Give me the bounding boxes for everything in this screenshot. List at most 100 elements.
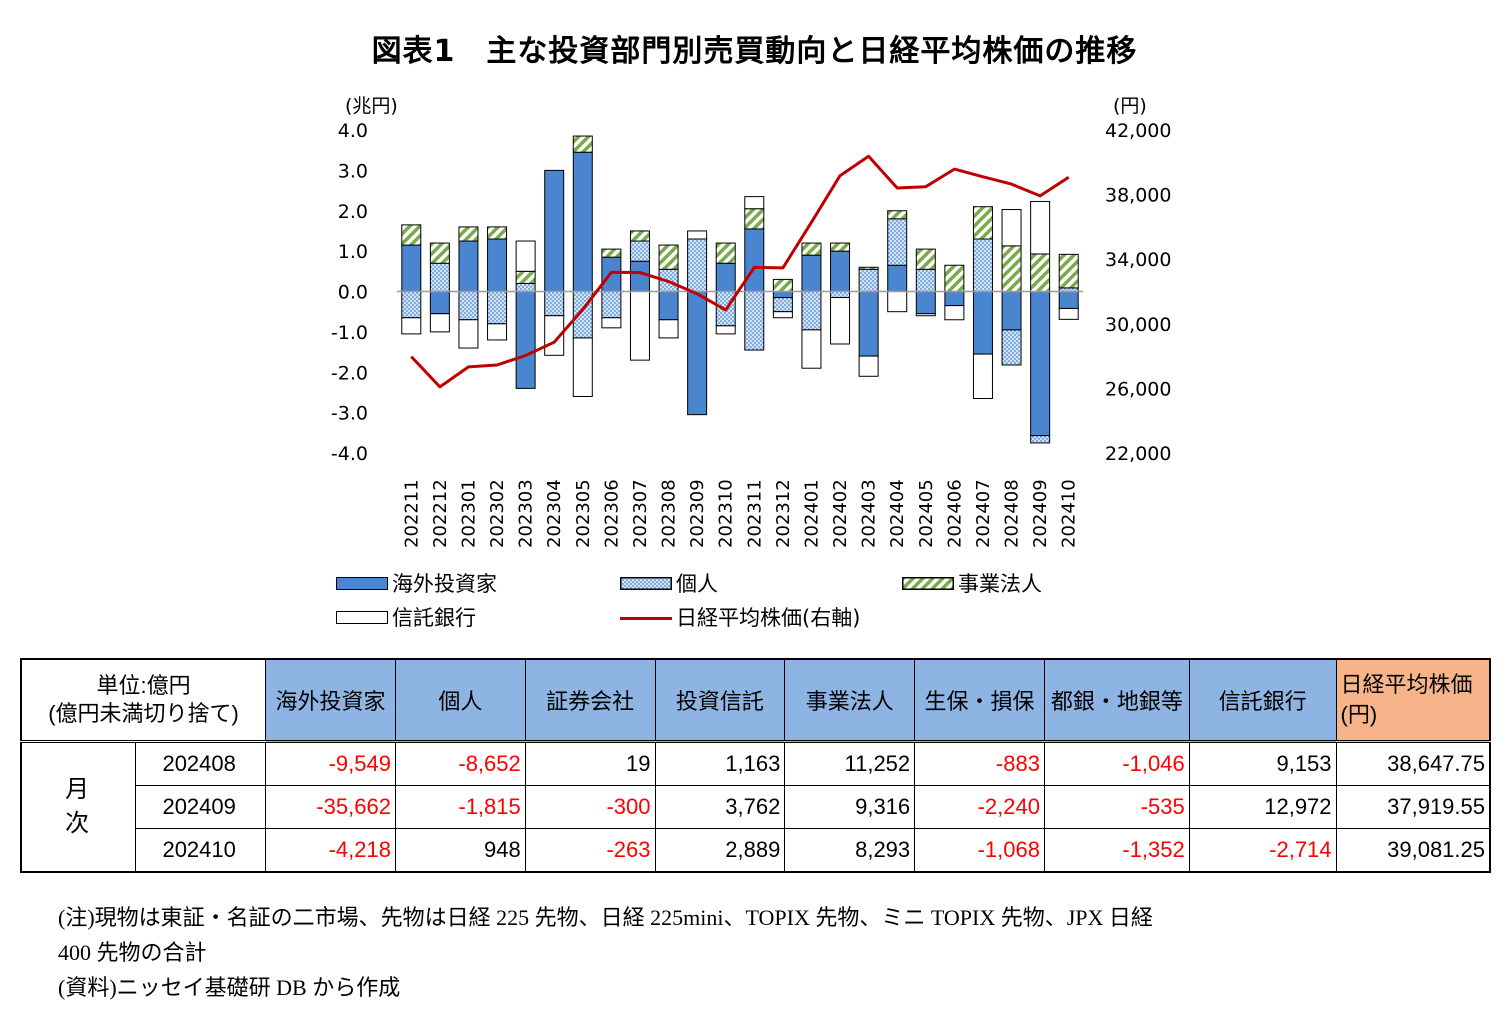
bar-信託銀行	[715, 325, 736, 335]
bar-個人	[1001, 329, 1022, 366]
bar-信託銀行	[687, 230, 708, 240]
bar-信託銀行	[1058, 307, 1079, 320]
bar-海外投資家	[744, 228, 765, 292]
bar-海外投資家	[1001, 291, 1022, 331]
plot-area: (兆円) (円) 4.0 3.0 2.0 1.0 0.0 -1.0 -2.0 -3.0 -4.0 42…	[331, 95, 1172, 548]
legend-item-nikkei: 日経平均株価(右軸)	[620, 602, 860, 632]
x-tick-label: 202312	[773, 479, 794, 548]
x-tick-label: 202212	[430, 479, 451, 548]
cell-banks: -1,046	[1043, 741, 1190, 786]
cell-corporate: 11,252	[784, 741, 916, 786]
table-row: 月 次 202408 -9,549 -8,652 19 1,163 11,252…	[20, 741, 1491, 873]
y-left-tick-label: -2.0	[331, 362, 368, 384]
header-individual: 個人	[394, 658, 526, 743]
legend-label-trust: 信託銀行	[392, 606, 476, 630]
bar-事業法人	[915, 248, 936, 270]
x-tick-label: 202311	[744, 479, 765, 548]
bar-海外投資家	[572, 151, 593, 292]
period-label: 月 次	[20, 741, 137, 873]
nikkei-line	[410, 154, 1070, 389]
cell-banks: -535	[1043, 785, 1190, 829]
legend-swatch-individual	[620, 576, 672, 590]
cell-investment-trust: 2,889	[654, 828, 786, 873]
footnotes: (注)現物は東証・名証の二市場、先物は日経 225 先物、日経 225mini、…	[58, 900, 1153, 1005]
table-row: 202410 -4,218 948 -263 2,889 8,293 -1,06…	[21, 828, 1491, 873]
x-tick-label: 202402	[830, 479, 851, 548]
cell-nikkei: 39,081.25	[1335, 828, 1491, 873]
x-tick-label: 202303	[516, 479, 537, 548]
x-tick-label: 202403	[859, 479, 880, 548]
bar-個人	[429, 262, 450, 292]
bar-信託銀行	[972, 353, 993, 399]
legend-swatch-trust	[336, 610, 388, 624]
bar-信託銀行	[887, 291, 908, 313]
bar-信託銀行	[1030, 200, 1051, 255]
x-tick-label: 202408	[1002, 479, 1023, 548]
x-tick-label: 202409	[1030, 479, 1051, 548]
bar-個人	[772, 297, 793, 313]
x-tick-label: 202306	[601, 479, 622, 548]
cell-nikkei: 37,919.55	[1335, 785, 1491, 829]
bar-海外投資家	[772, 291, 793, 299]
bar-信託銀行	[744, 196, 765, 210]
bar-海外投資家	[458, 240, 479, 292]
x-tick-label: 202401	[801, 479, 822, 548]
bar-事業法人	[401, 224, 422, 246]
bar-事業法人	[429, 242, 450, 264]
y-left-tick-label: 0.0	[338, 282, 368, 304]
bar-事業法人	[572, 135, 593, 153]
bar-信託銀行	[801, 329, 822, 369]
bar-海外投資家	[687, 291, 708, 416]
table-row: 202409 -35,662 -1,815 -300 3,762 9,316 -…	[21, 785, 1491, 829]
cell-individual: -8,652	[394, 741, 526, 786]
bar-個人	[858, 268, 879, 293]
cell-investment-trust: 1,163	[654, 741, 786, 786]
x-tick-label: 202406	[944, 479, 965, 548]
bar-事業法人	[772, 278, 793, 293]
bar-海外投資家	[887, 264, 908, 293]
y-left-tick-label: 2.0	[338, 201, 368, 223]
cell-individual: 948	[394, 828, 526, 873]
y-right-axis-title: (円)	[1113, 95, 1147, 117]
y-left-tick-label: 4.0	[338, 120, 368, 142]
x-tick-label: 202307	[630, 479, 651, 548]
note-line-2: 400 先物の合計	[58, 940, 207, 965]
unit-header: 単位:億円 (億円未満切り捨て)	[20, 658, 267, 743]
bar-信託銀行	[401, 317, 422, 335]
bar-海外投資家	[515, 291, 536, 389]
bar-海外投資家	[658, 291, 679, 321]
bar-個人	[915, 268, 936, 293]
cell-investment-trust: 3,762	[654, 785, 786, 829]
bar-個人	[1030, 435, 1051, 444]
table-header-row: 単位:億円 (億円未満切り捨て) 海外投資家 個人 証券会社 投資信託 事業法人…	[20, 658, 1491, 743]
bar-個人	[887, 218, 908, 266]
bar-信託銀行	[658, 319, 679, 339]
bar-個人	[601, 291, 622, 319]
legend-label-corporate: 事業法人	[958, 572, 1042, 596]
legend-label-nikkei: 日経平均株価(右軸)	[676, 606, 861, 630]
bar-信託銀行	[1001, 209, 1022, 247]
unit-line-2: (億円未満切り捨て)	[48, 701, 239, 726]
bar-個人	[830, 291, 851, 299]
bar-個人	[458, 291, 479, 321]
bar-信託銀行	[915, 313, 936, 317]
cell-trust-bank: 12,972	[1188, 785, 1337, 829]
bar-個人	[744, 291, 765, 351]
y-right-tick-label: 34,000	[1105, 249, 1171, 271]
bar-海外投資家	[1058, 291, 1079, 309]
y-left-tick-label: -4.0	[331, 443, 368, 465]
x-tick-label: 202305	[573, 479, 594, 548]
bar-個人	[801, 291, 822, 331]
bar-信託銀行	[858, 355, 879, 377]
bar-事業法人	[601, 248, 622, 258]
unit-line-1: 単位:億円	[96, 673, 191, 698]
header-nikkei: 日経平均株価 (円)	[1335, 658, 1491, 743]
note-line-1: (注)現物は東証・名証の二市場、先物は日経 225 先物、日経 225mini、…	[58, 905, 1153, 930]
header-nikkei-line-1: 日経平均株価	[1340, 672, 1473, 697]
bar-信託銀行	[830, 297, 851, 345]
bar-信託銀行	[515, 240, 536, 272]
source-line: (資料)ニッセイ基礎研 DB から作成	[58, 975, 401, 1000]
x-tick-label: 202301	[458, 479, 479, 548]
chart-title: 図表1 主な投資部門別売買動向と日経平均株価の推移	[371, 34, 1138, 69]
cell-trust-bank: 9,153	[1188, 741, 1337, 786]
